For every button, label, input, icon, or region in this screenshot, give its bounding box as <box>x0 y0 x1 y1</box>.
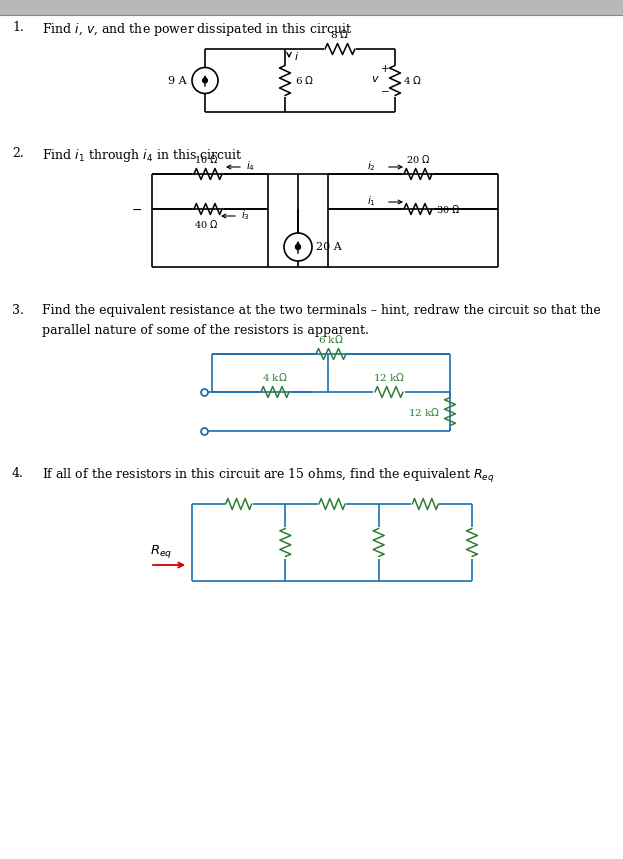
Text: Find $i_1$ through $i_4$ in this circuit: Find $i_1$ through $i_4$ in this circuit <box>42 147 242 164</box>
Text: 6 $\Omega$: 6 $\Omega$ <box>295 75 315 87</box>
Text: 6 k$\Omega$: 6 k$\Omega$ <box>318 333 344 345</box>
Text: 2.: 2. <box>12 147 24 160</box>
Text: 1.: 1. <box>12 21 24 34</box>
Text: Find $i$, $v$, and the power dissipated in this circuit: Find $i$, $v$, and the power dissipated … <box>42 21 352 38</box>
Text: 8 $\Omega$: 8 $\Omega$ <box>330 28 350 40</box>
Circle shape <box>295 245 300 249</box>
Text: Find the equivalent resistance at the two terminals – hint, redraw the circuit s: Find the equivalent resistance at the tw… <box>42 304 601 317</box>
Circle shape <box>202 78 207 82</box>
Text: −: − <box>131 204 142 217</box>
Text: 9 A: 9 A <box>168 76 187 86</box>
Text: $i_1$: $i_1$ <box>367 194 376 208</box>
Text: $i_2$: $i_2$ <box>368 159 376 173</box>
Text: 3.: 3. <box>12 304 24 317</box>
Text: $i_3$: $i_3$ <box>241 208 250 222</box>
Text: $v$: $v$ <box>371 75 379 84</box>
Text: 4.: 4. <box>12 467 24 480</box>
Text: parallel nature of some of the resistors is apparent.: parallel nature of some of the resistors… <box>42 324 369 337</box>
Text: +: + <box>381 64 389 74</box>
Text: 10 $\Omega$: 10 $\Omega$ <box>194 153 218 165</box>
Text: $R_{eq}$: $R_{eq}$ <box>150 543 173 559</box>
Text: 12 k$\Omega$: 12 k$\Omega$ <box>408 405 440 417</box>
Text: 20 A: 20 A <box>316 242 342 252</box>
Text: 40 $\Omega$: 40 $\Omega$ <box>194 218 218 230</box>
Text: 30 $\Omega$: 30 $\Omega$ <box>436 203 460 215</box>
Bar <box>0 0 623 15</box>
Text: $i_4$: $i_4$ <box>246 159 255 173</box>
Text: −: − <box>381 88 389 98</box>
Text: 20 $\Omega$: 20 $\Omega$ <box>406 153 430 165</box>
Text: 4 k$\Omega$: 4 k$\Omega$ <box>262 371 288 383</box>
Text: $i$: $i$ <box>294 50 299 62</box>
Text: If all of the resistors in this circuit are 15 ohms, find the equivalent $R_{eq}: If all of the resistors in this circuit … <box>42 467 495 485</box>
Text: 12 k$\Omega$: 12 k$\Omega$ <box>373 371 405 383</box>
Text: 4 $\Omega$: 4 $\Omega$ <box>403 75 422 87</box>
